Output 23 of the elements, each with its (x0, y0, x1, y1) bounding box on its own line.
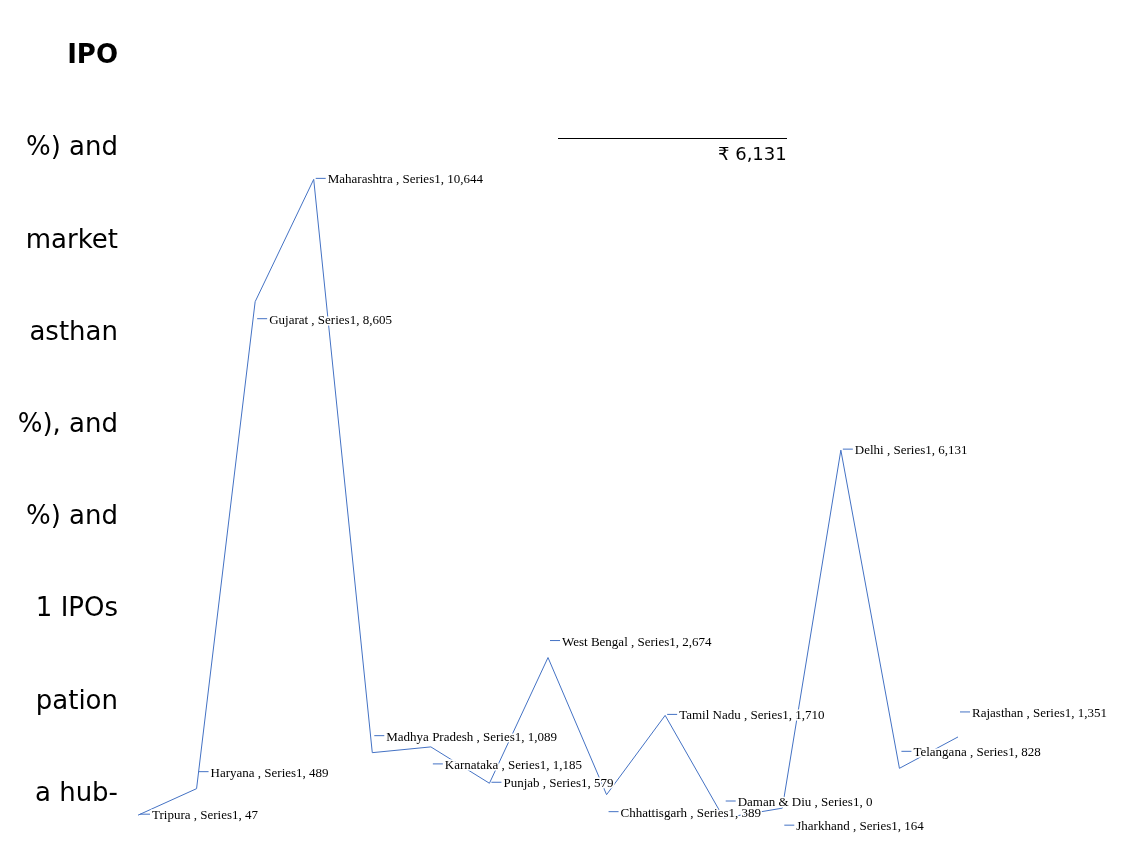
data-label: Karnataka , Series1, 1,185 (444, 756, 583, 772)
data-label: Tripura , Series1, 47 (152, 807, 259, 823)
data-label: Gujarat , Series1, 8,605 (269, 311, 392, 327)
data-label: Jharkhand , Series1, 164 (796, 818, 925, 834)
text: %) and (24, 131, 118, 162)
annotation: pation (34, 684, 118, 715)
text: IPO (66, 39, 118, 70)
annotation: %), and (16, 407, 118, 438)
annotation: asthan (28, 315, 118, 346)
data-label: Tamil Nadu , Series1, 1,710 (679, 707, 825, 723)
annotation: %) and (24, 500, 118, 531)
data-label: Maharashtra , Series1, 10,644 (327, 171, 484, 187)
data-label: Madhya Pradesh , Series1, 1,089 (386, 728, 558, 744)
data-label: Delhi , Series1, 6,131 (854, 442, 968, 458)
data-label: Rajasthan , Series1, 1,351 (972, 704, 1108, 720)
data-label: Punjab , Series1, 579 (503, 775, 614, 791)
data-label: Haryana , Series1, 489 (210, 764, 329, 780)
annotation: 1 IPOs (34, 592, 118, 623)
data-label: West Bengal , Series1, 2,674 (562, 633, 713, 649)
text: ₹ 6,131 (558, 138, 787, 164)
data-label: Daman & Diu , Series1, 0 (737, 794, 873, 809)
annotation: market (24, 223, 118, 254)
annotation: a hub- (33, 776, 118, 807)
